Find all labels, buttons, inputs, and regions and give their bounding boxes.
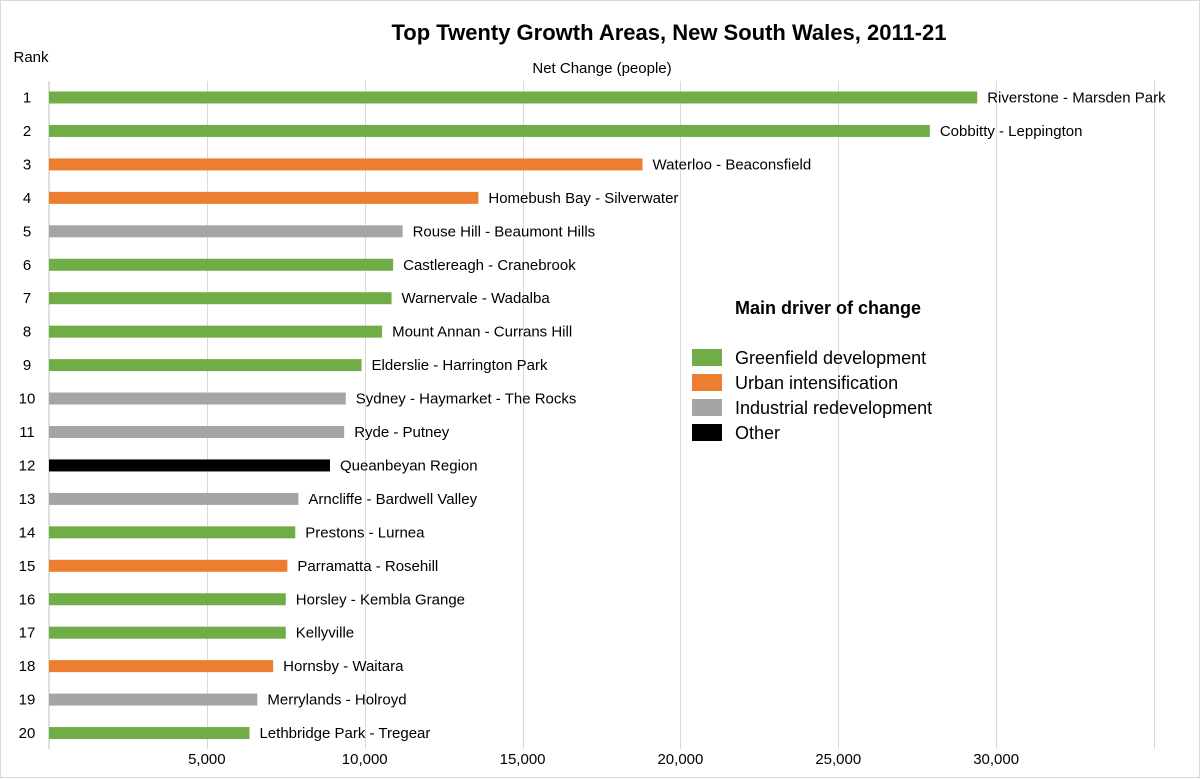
bar-label: Riverstone - Marsden Park bbox=[987, 90, 1166, 107]
bar-label: Queanbeyan Region bbox=[340, 457, 478, 474]
legend: Main driver of change Greenfield develop… bbox=[692, 298, 932, 443]
bar bbox=[49, 727, 250, 740]
rank-label: 1 bbox=[23, 90, 31, 107]
rank-label: 15 bbox=[19, 558, 36, 575]
bar bbox=[49, 526, 296, 539]
legend-label: Industrial redevelopment bbox=[735, 398, 932, 418]
bar bbox=[49, 91, 978, 104]
rank-label: 10 bbox=[19, 391, 36, 408]
bar-label: Arncliffe - Bardwell Valley bbox=[308, 491, 477, 508]
bar-labels: Riverstone - Marsden Park Cobbitty - Lepp… bbox=[259, 90, 1166, 743]
bar bbox=[49, 426, 345, 438]
bar bbox=[49, 292, 392, 305]
x-tick-label: 25,000 bbox=[815, 751, 861, 768]
bar-label: Lethbridge Park - Tregear bbox=[259, 725, 430, 742]
bar bbox=[49, 459, 330, 472]
bar bbox=[49, 258, 394, 271]
x-tick-label: 5,000 bbox=[188, 751, 226, 768]
gridlines bbox=[48, 81, 1155, 749]
bar-label: Parramatta - Rosehill bbox=[297, 558, 438, 575]
legend-swatch bbox=[692, 374, 722, 391]
rank-label: 4 bbox=[23, 190, 31, 207]
rank-label: 13 bbox=[19, 491, 36, 508]
rank-label: 5 bbox=[23, 223, 31, 240]
rank-label: 12 bbox=[19, 457, 36, 474]
rank-label: 18 bbox=[19, 658, 36, 675]
bar-label: Elderslie - Harrington Park bbox=[372, 357, 548, 374]
bar-label: Castlereagh - Cranebrook bbox=[403, 257, 576, 274]
legend-swatch bbox=[692, 424, 722, 441]
bar-label: Ryde - Putney bbox=[354, 424, 450, 441]
bar bbox=[49, 359, 362, 372]
bar bbox=[49, 392, 346, 405]
y-axis-title: Rank bbox=[13, 49, 49, 66]
rank-label: 11 bbox=[19, 424, 35, 441]
rank-label: 7 bbox=[23, 290, 31, 307]
bar-label: Rouse Hill - Beaumont Hills bbox=[413, 223, 596, 240]
bars bbox=[49, 91, 978, 740]
legend-title: Main driver of change bbox=[735, 298, 921, 318]
rank-label: 16 bbox=[19, 591, 36, 608]
x-tick-label: 10,000 bbox=[342, 751, 388, 768]
rank-label: 17 bbox=[19, 625, 36, 642]
bar-label: Sydney - Haymarket - The Rocks bbox=[356, 391, 577, 408]
bar bbox=[49, 225, 403, 238]
bar-label: Merrylands - Holroyd bbox=[267, 692, 406, 709]
x-tick-labels: 5,000 10,000 15,000 20,000 25,000 30,000 bbox=[188, 751, 1019, 768]
rank-label: 2 bbox=[23, 123, 31, 140]
x-axis-title: Net Change (people) bbox=[532, 60, 671, 77]
chart-title: Top Twenty Growth Areas, New South Wales… bbox=[391, 20, 946, 45]
bar bbox=[49, 492, 299, 505]
rank-label: 14 bbox=[19, 524, 36, 541]
bar-label: Prestons - Lurnea bbox=[305, 524, 425, 541]
rank-label: 9 bbox=[23, 357, 31, 374]
rank-label: 6 bbox=[23, 257, 31, 274]
legend-label: Greenfield development bbox=[735, 348, 926, 368]
legend-swatch bbox=[692, 399, 722, 416]
bar-label: Horsley - Kembla Grange bbox=[296, 591, 465, 608]
bar-label: Cobbitty - Leppington bbox=[940, 123, 1083, 140]
bar-label: Waterloo - Beaconsfield bbox=[653, 156, 812, 173]
bar-label: Homebush Bay - Silverwater bbox=[488, 190, 678, 207]
bar-label: Warnervale - Wadalba bbox=[402, 290, 551, 307]
bar-label: Mount Annan - Currans Hill bbox=[392, 324, 572, 341]
bar bbox=[49, 191, 479, 204]
bar bbox=[49, 158, 643, 171]
bar bbox=[49, 559, 288, 572]
bar bbox=[49, 325, 383, 338]
x-tick-label: 15,000 bbox=[500, 751, 546, 768]
bar bbox=[49, 626, 286, 639]
bar bbox=[49, 693, 258, 706]
bar-label: Kellyville bbox=[296, 625, 354, 642]
bar bbox=[49, 593, 286, 606]
rank-label: 8 bbox=[23, 324, 31, 341]
legend-label: Urban intensification bbox=[735, 373, 898, 393]
legend-label: Other bbox=[735, 423, 780, 443]
bar-label: Hornsby - Waitara bbox=[283, 658, 404, 675]
bar bbox=[49, 660, 274, 673]
bar bbox=[49, 124, 930, 137]
rank-label: 20 bbox=[19, 725, 36, 742]
rank-label: 3 bbox=[23, 156, 31, 173]
rank-label: 19 bbox=[19, 692, 36, 709]
x-tick-label: 20,000 bbox=[657, 751, 703, 768]
x-tick-label: 30,000 bbox=[973, 751, 1019, 768]
legend-swatch bbox=[692, 349, 722, 366]
